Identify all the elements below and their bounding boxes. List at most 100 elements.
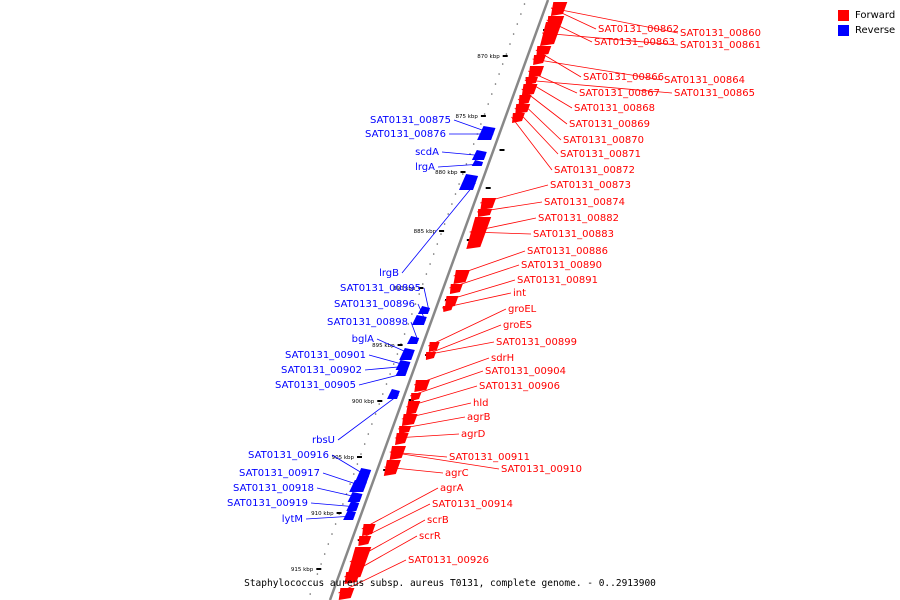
forward-leader-line bbox=[384, 466, 444, 474]
axis-dot bbox=[342, 503, 344, 505]
reverse-gene bbox=[459, 174, 479, 190]
forward-gene-label: SAT0131_00874 bbox=[544, 197, 625, 208]
forward-gene-label: scrB bbox=[427, 515, 449, 526]
axis-dot bbox=[483, 113, 486, 115]
reverse-gene-label: SAT0131_00902 bbox=[281, 365, 362, 376]
reverse-gene-label: SAT0131_00895 bbox=[340, 283, 421, 294]
forward-gene-label: scrR bbox=[419, 531, 441, 542]
reverse-gene bbox=[395, 360, 411, 370]
reverse-gene-label: SAT0131_00875 bbox=[370, 115, 451, 126]
forward-leader-line bbox=[357, 503, 431, 541]
axis-dot bbox=[491, 93, 493, 95]
reverse-gene bbox=[387, 389, 400, 399]
forward-leader-line bbox=[524, 79, 573, 109]
axis-dot bbox=[472, 143, 475, 145]
reverse-leader-line bbox=[305, 515, 355, 520]
axis-dot bbox=[462, 173, 464, 175]
reverse-gene bbox=[477, 126, 496, 140]
axis-dot bbox=[480, 123, 482, 125]
forward-leader-line bbox=[424, 341, 495, 356]
reverse-leader-line bbox=[401, 182, 476, 274]
reverse-gene bbox=[411, 315, 427, 325]
forward-gene bbox=[405, 401, 421, 415]
legend-label-reverse: Reverse bbox=[855, 25, 896, 36]
forward-leader-line bbox=[480, 184, 549, 204]
genome-backbone bbox=[328, 0, 550, 600]
forward-gene-label: SAT0131_00871 bbox=[560, 149, 641, 160]
forward-leader-line bbox=[398, 416, 466, 430]
forward-gene-label: SAT0131_00866 bbox=[583, 72, 664, 83]
legend: Forward Reverse bbox=[838, 8, 895, 38]
forward-gene-label: SAT0131_00886 bbox=[527, 246, 608, 257]
axis-dot bbox=[320, 563, 322, 565]
axis-dot bbox=[494, 83, 497, 85]
forward-swatch bbox=[838, 10, 849, 21]
reverse-gene bbox=[399, 348, 415, 360]
tick-label: 885 kbp bbox=[414, 229, 437, 235]
axis-dot bbox=[331, 533, 333, 535]
forward-gene-label: agrC bbox=[445, 468, 469, 479]
forward-leader-line bbox=[449, 264, 520, 289]
axis-dot bbox=[487, 103, 490, 105]
forward-gene bbox=[346, 547, 372, 579]
forward-gene bbox=[518, 95, 532, 105]
reverse-leader-line bbox=[453, 119, 494, 135]
forward-leader-line bbox=[517, 98, 562, 141]
forward-leader-line bbox=[389, 451, 448, 458]
axis-dot bbox=[334, 523, 337, 525]
forward-leader-line bbox=[476, 201, 543, 213]
reverse-leader-line bbox=[441, 151, 486, 157]
forward-gene-label: sdrH bbox=[491, 353, 514, 364]
forward-gene bbox=[338, 588, 355, 600]
axis-dot bbox=[396, 353, 399, 355]
forward-leader-line bbox=[444, 279, 516, 302]
forward-gene-label: SAT0131_00860 bbox=[680, 28, 761, 39]
axis-dot bbox=[512, 33, 515, 35]
forward-gene-label: hld bbox=[473, 398, 488, 409]
forward-gene bbox=[401, 414, 418, 426]
reverse-leader-line bbox=[331, 454, 369, 478]
axis-dot bbox=[323, 553, 326, 555]
axis-dot bbox=[432, 253, 435, 255]
forward-gene-label: int bbox=[513, 288, 526, 299]
forward-gene-label: SAT0131_00864 bbox=[664, 75, 745, 86]
forward-leader-line bbox=[405, 385, 478, 408]
reverse-gene bbox=[354, 468, 372, 484]
tick-label: 880 kbp bbox=[435, 170, 458, 176]
reverse-leader-line bbox=[376, 338, 414, 356]
reverse-leader-line bbox=[310, 502, 358, 508]
reverse-gene-label: SAT0131_00917 bbox=[239, 468, 320, 479]
reverse-leader-line bbox=[423, 287, 430, 312]
forward-leader-line bbox=[413, 357, 490, 386]
axis-dot bbox=[356, 463, 359, 465]
forward-leader-line bbox=[428, 308, 507, 347]
forward-gene-label: SAT0131_00861 bbox=[680, 40, 761, 51]
axis-dot bbox=[440, 233, 442, 235]
forward-leader-line bbox=[442, 292, 512, 309]
forward-leader-line bbox=[528, 70, 578, 94]
axis-dot bbox=[392, 363, 395, 365]
axis-dot bbox=[374, 413, 377, 415]
forward-leader-line bbox=[469, 217, 537, 233]
reverse-gene bbox=[343, 510, 356, 520]
forward-gene-label: SAT0131_00906 bbox=[479, 381, 560, 392]
axis-dot bbox=[501, 63, 504, 65]
axis-dot bbox=[316, 573, 319, 575]
forward-gene bbox=[480, 198, 497, 210]
reverse-leader-line bbox=[368, 354, 410, 367]
tick-label: 900 kbp bbox=[352, 399, 375, 405]
forward-gene bbox=[395, 433, 409, 445]
forward-leader-line bbox=[389, 451, 500, 470]
reverse-gene-label: bglA bbox=[352, 334, 374, 345]
axis-dot bbox=[349, 483, 351, 485]
axis-dot bbox=[418, 293, 421, 295]
reverse-gene-label: SAT0131_00896 bbox=[334, 299, 415, 310]
forward-leader-line bbox=[541, 32, 679, 46]
axis-dot bbox=[422, 283, 424, 285]
axis-dot bbox=[363, 443, 366, 445]
axis-dot bbox=[309, 593, 312, 595]
legend-label-forward: Forward bbox=[855, 10, 896, 21]
forward-leader-line bbox=[469, 231, 532, 235]
axis-dot bbox=[454, 193, 457, 195]
